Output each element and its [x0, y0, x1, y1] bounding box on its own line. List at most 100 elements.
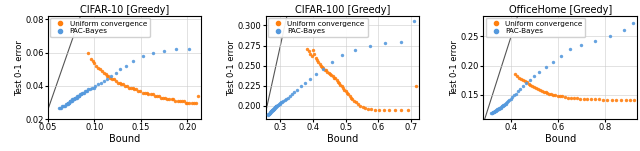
Point — [268, 108, 278, 110]
Point — [106, 75, 116, 77]
Point — [511, 92, 521, 95]
Point — [179, 100, 189, 102]
Point — [347, 98, 357, 100]
Point — [533, 88, 543, 90]
Point — [524, 82, 534, 85]
Point — [493, 108, 503, 111]
Point — [370, 108, 380, 111]
Point — [69, 98, 79, 100]
Point — [170, 100, 180, 102]
Point — [542, 92, 552, 94]
Point — [495, 106, 506, 109]
Point — [493, 108, 504, 110]
Point — [268, 108, 278, 111]
Point — [272, 104, 282, 107]
Point — [127, 86, 138, 89]
Point — [619, 29, 629, 32]
Point — [109, 78, 119, 80]
Point — [531, 87, 541, 90]
Point — [489, 111, 499, 113]
Point — [353, 103, 363, 105]
Point — [264, 112, 275, 115]
Point — [269, 107, 279, 109]
Point — [314, 63, 324, 65]
Title: CIFAR-10 [Greedy]: CIFAR-10 [Greedy] — [80, 5, 170, 15]
Point — [525, 78, 535, 81]
Point — [576, 44, 586, 46]
Point — [99, 80, 109, 82]
Point — [116, 83, 127, 85]
Point — [319, 68, 330, 71]
Point — [55, 106, 65, 109]
Point — [74, 93, 84, 95]
Point — [409, 20, 419, 23]
Point — [317, 66, 327, 68]
Point — [74, 95, 84, 97]
Point — [351, 101, 361, 104]
Point — [271, 105, 281, 108]
Point — [84, 88, 95, 90]
Point — [342, 92, 352, 94]
Point — [328, 75, 338, 77]
Point — [304, 50, 314, 52]
Point — [105, 76, 115, 79]
Point — [99, 71, 109, 74]
Point — [280, 99, 290, 101]
Point — [166, 98, 177, 100]
Point — [380, 42, 390, 44]
Point — [67, 100, 77, 102]
Point — [602, 99, 612, 101]
Point — [101, 75, 111, 77]
Point — [590, 40, 600, 42]
Point — [66, 100, 76, 102]
Point — [275, 102, 285, 104]
Point — [143, 93, 154, 95]
Point — [65, 100, 76, 102]
Point — [363, 108, 373, 110]
Point — [274, 103, 284, 105]
Point — [266, 111, 276, 113]
Point — [271, 105, 282, 108]
Y-axis label: Test 0-1 error: Test 0-1 error — [451, 40, 460, 96]
Point — [72, 95, 82, 97]
Point — [529, 75, 540, 77]
Point — [150, 95, 160, 97]
Point — [72, 95, 83, 97]
Point — [556, 55, 566, 57]
Point — [131, 88, 141, 90]
Point — [267, 109, 277, 112]
Point — [487, 112, 497, 114]
Point — [323, 71, 333, 73]
Point — [540, 91, 550, 94]
Point — [269, 108, 279, 110]
Point — [63, 101, 74, 104]
Point — [396, 109, 406, 112]
Point — [490, 109, 500, 112]
Point — [77, 91, 88, 94]
Point — [598, 99, 608, 101]
Point — [187, 101, 197, 104]
Point — [273, 104, 284, 106]
Point — [629, 99, 639, 101]
Point — [625, 99, 636, 101]
Point — [555, 95, 565, 98]
Point — [96, 81, 106, 84]
Point — [510, 73, 520, 76]
Point — [193, 95, 203, 97]
Point — [168, 98, 179, 100]
Point — [162, 98, 172, 100]
Point — [594, 98, 604, 101]
Point — [74, 95, 84, 97]
Point — [268, 108, 278, 110]
Point — [503, 100, 513, 102]
Point — [321, 69, 332, 72]
Point — [107, 78, 117, 80]
Point — [120, 85, 131, 87]
Point — [57, 105, 67, 107]
Point — [265, 112, 275, 114]
Point — [271, 106, 281, 108]
X-axis label: Bound: Bound — [327, 134, 358, 144]
Point — [305, 78, 316, 80]
Point — [515, 88, 525, 90]
Point — [70, 96, 80, 99]
